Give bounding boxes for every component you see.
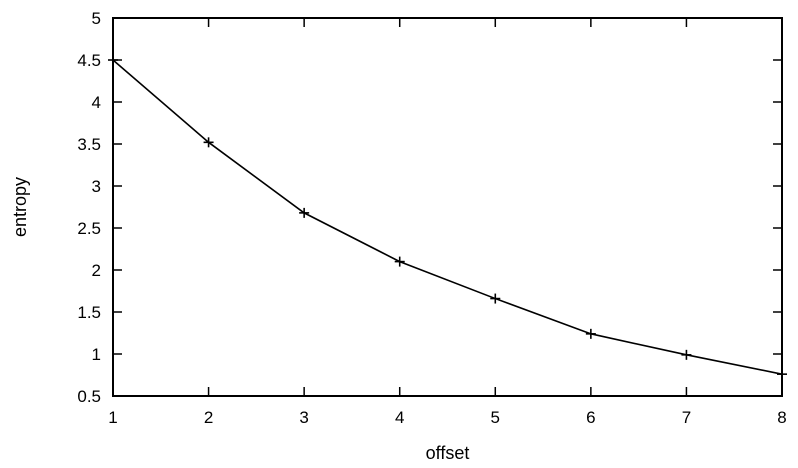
data-point-marker (585, 328, 596, 339)
data-point-marker (681, 349, 692, 360)
x-axis: 1 2 3 4 5 6 7 8 (108, 18, 787, 427)
x-tick-label: 5 (491, 408, 500, 427)
series-markers (108, 55, 787, 380)
y-tick-label: 2 (92, 261, 101, 280)
x-tick-label: 8 (777, 408, 786, 427)
x-axis-title: offset (426, 443, 470, 463)
y-tick-label: 0.5 (77, 387, 101, 406)
y-tick-label: 2.5 (77, 219, 101, 238)
y-axis-title: entropy (10, 177, 30, 237)
data-point-marker (108, 55, 118, 65)
x-tick-label: 6 (586, 408, 595, 427)
data-point-marker (299, 207, 310, 218)
y-tick-label: 1 (92, 345, 101, 364)
y-axis: 0.5 1 1.5 2 2.5 3 3.5 4 4.5 5 (77, 9, 782, 406)
x-tick-label: 1 (108, 408, 117, 427)
series-line (112, 59, 783, 375)
y-tick-label: 5 (92, 9, 101, 28)
plot-frame (112, 17, 783, 397)
y-tick-label: 4 (92, 93, 101, 112)
y-tick-label: 3 (92, 177, 101, 196)
y-tick-label: 1.5 (77, 303, 101, 322)
data-point-marker (490, 293, 501, 304)
x-tick-label: 7 (682, 408, 691, 427)
x-tick-label: 2 (204, 408, 213, 427)
y-tick-label: 3.5 (77, 135, 101, 154)
data-point-marker (777, 369, 787, 380)
data-point-marker (203, 137, 214, 148)
data-point-marker (394, 256, 405, 267)
x-tick-label: 4 (395, 408, 404, 427)
y-tick-label: 4.5 (77, 51, 101, 70)
x-tick-label: 3 (299, 408, 308, 427)
